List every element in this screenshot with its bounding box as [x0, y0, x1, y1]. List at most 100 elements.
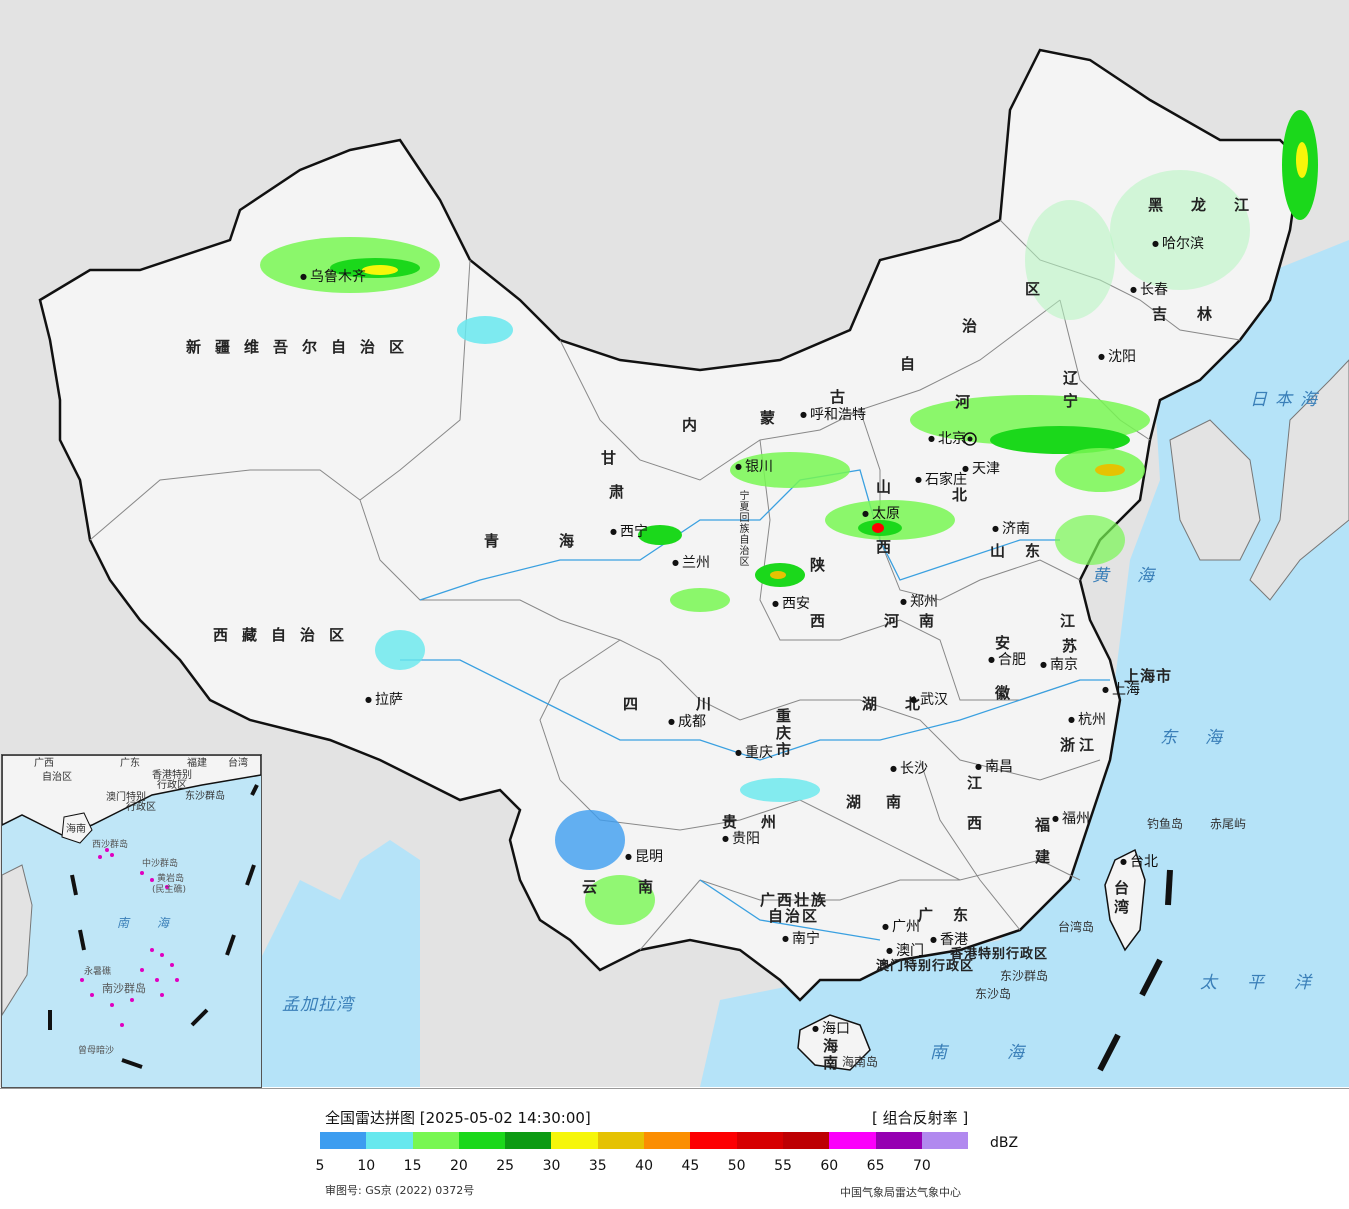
province-hongkong: 香港特别行政区	[950, 947, 1049, 962]
city-wuhan: 武汉	[910, 693, 948, 707]
city-shijiazhuang: 石家庄	[915, 473, 967, 487]
province-yunnan-2: 南	[638, 878, 668, 896]
province-hebei-2: 北	[952, 486, 982, 504]
province-hunan-1: 湖	[846, 793, 876, 811]
inset-fujian: 福建	[187, 758, 207, 769]
inset-map	[2, 755, 261, 1069]
city-shanghai: 上海	[1102, 683, 1140, 697]
province-jiangsu-1: 江	[1060, 612, 1090, 630]
province-neimenggu-2: 蒙	[760, 409, 790, 427]
city-haikou: 海口	[812, 1022, 850, 1036]
city-lanzhou: 兰州	[672, 556, 710, 570]
city-jinan: 济南	[992, 522, 1030, 536]
province-shaanxi-2: 西	[810, 612, 840, 630]
legend-panel: 全国雷达拼图 [2025-05-02 14:30:00] [ 组合反射率 ] 5…	[0, 1088, 1349, 1209]
legend-swatch	[366, 1132, 413, 1149]
province-hainan: 海南	[821, 1038, 839, 1072]
city-nanchang: 南昌	[975, 760, 1013, 774]
province-fujian-2: 建	[1035, 848, 1065, 866]
island-dongsha-qundao: 东沙群岛	[1000, 969, 1049, 983]
south-china-sea-inset: 广西 广东 福建 台湾 自治区 香港特别 行政区 澳门特别 行政区 东沙群岛 海…	[1, 754, 262, 1088]
legend-tick-label: 5	[315, 1158, 325, 1174]
province-chongqing: 重庆市	[774, 708, 792, 759]
inset-nansha: 南沙群岛	[102, 982, 146, 995]
province-qinghai: 青海	[484, 532, 635, 550]
legend-swatch	[412, 1132, 459, 1149]
city-taiyuan: 太原	[862, 507, 900, 521]
province-jiangxi-2: 西	[967, 814, 997, 832]
city-changchun: 长春	[1130, 283, 1168, 297]
city-changsha: 长沙	[890, 762, 928, 776]
province-shandong: 山东	[990, 542, 1061, 560]
legend-swatch	[782, 1132, 830, 1149]
province-neimenggu-3: 古	[830, 388, 860, 406]
province-hebei-1: 河	[955, 393, 985, 411]
province-fujian-1: 福	[1035, 816, 1065, 834]
island-hainan: 海南岛	[842, 1055, 879, 1069]
city-guiyang: 贵阳	[722, 832, 760, 846]
province-jilin: 吉林	[1152, 305, 1243, 323]
korea-land	[1169, 419, 1261, 561]
legend-tick-label: 60	[820, 1158, 839, 1174]
city-nanning: 南宁	[782, 932, 820, 946]
city-chongqing: 重庆	[735, 746, 773, 760]
city-hongkong: 香港	[930, 933, 968, 947]
province-shanxi-1: 山	[876, 478, 906, 496]
legend-color-bar	[320, 1132, 969, 1149]
inset-xisha: 西沙群岛	[92, 840, 129, 850]
city-xining: 西宁	[610, 525, 648, 539]
sea-bengal: 孟加拉湾	[282, 995, 354, 1015]
legend-tick-label: 15	[403, 1158, 422, 1174]
province-guangdong: 广东	[918, 906, 989, 924]
inset-sea: 海	[157, 916, 178, 930]
city-chengdu: 成都	[668, 715, 706, 729]
legend-swatch	[921, 1132, 969, 1149]
inset-guangdong: 广东	[120, 758, 140, 769]
bengal-sea	[260, 840, 420, 1087]
province-ningxia: 宁夏回族自治区	[737, 490, 748, 567]
legend-tick-label: 50	[727, 1158, 746, 1174]
inset-huangyan2: (民主礁)	[152, 885, 187, 895]
legend-tick-label: 35	[588, 1158, 607, 1174]
inset-hk: 香港特别	[152, 770, 192, 781]
inset-zhongsha: 中沙群岛	[142, 859, 179, 869]
legend-tick-label: 70	[912, 1158, 931, 1174]
city-guangzhou: 广州	[882, 920, 920, 934]
legend-tick-label: 65	[866, 1158, 885, 1174]
legend-swatch	[320, 1132, 367, 1149]
province-heilongjiang: 黑龙江	[1148, 196, 1278, 214]
legend-swatch	[644, 1132, 691, 1149]
legend-swatch	[551, 1132, 598, 1149]
sea-east: 东海	[1160, 728, 1250, 748]
legend-swatch	[736, 1132, 783, 1149]
province-xinjiang: 新疆维吾尔自治区	[186, 338, 419, 356]
province-macau: 澳门特别行政区	[876, 959, 975, 974]
city-xian: 西安	[772, 597, 810, 611]
legend-swatch	[690, 1132, 737, 1149]
province-gansu-2: 肃	[609, 483, 639, 501]
province-guangxi-2: 自治区	[768, 907, 820, 925]
province-jiangxi-1: 江	[967, 774, 997, 792]
inset-macau2: 行政区	[126, 802, 156, 813]
province-sichuan: 四川	[623, 695, 770, 713]
province-jiangsu-2: 苏	[1062, 637, 1092, 655]
province-zhejiang: 浙江	[1060, 736, 1099, 754]
inset-hk2: 行政区	[157, 780, 187, 791]
legend-product: [ 组合反射率 ]	[872, 1109, 969, 1127]
city-fuzhou: 福州	[1052, 812, 1090, 826]
legend-swatch	[829, 1132, 876, 1149]
city-beijing: 北京	[928, 432, 966, 446]
city-hohhot: 呼和浩特	[800, 408, 866, 422]
province-anhui-2: 徽	[995, 684, 1025, 702]
city-yinchuan: 银川	[735, 460, 773, 474]
city-zhengzhou: 郑州	[900, 595, 938, 609]
legend-approval: 审图号: GS京 (2022) 0372号	[325, 1184, 475, 1197]
inset-dongsha: 东沙群岛	[185, 791, 225, 802]
province-xizang: 西藏自治区	[213, 626, 359, 644]
city-harbin: 哈尔滨	[1152, 237, 1204, 251]
city-kunming: 昆明	[625, 850, 663, 864]
sea-japan: 日本海	[1250, 390, 1325, 410]
city-nanjing: 南京	[1040, 658, 1078, 672]
radar-echoes	[260, 110, 1318, 925]
legend-swatch	[597, 1132, 645, 1149]
